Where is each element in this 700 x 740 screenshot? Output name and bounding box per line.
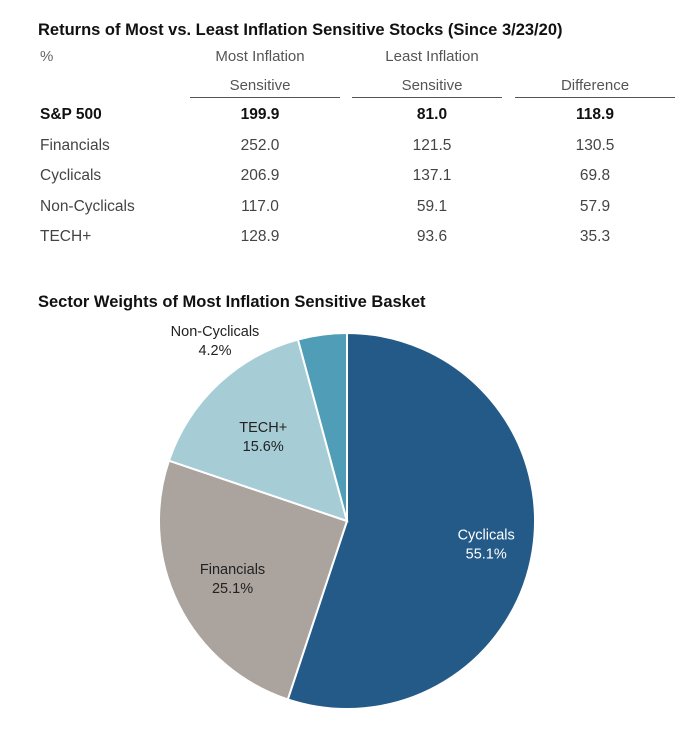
table-cell: 93.6: [416, 228, 448, 245]
table-unit-label: %: [40, 48, 54, 65]
pie-slice-tech: [167, 338, 349, 523]
slice-value-label: 55.1%: [466, 546, 507, 562]
slice-label: Cyclicals: [458, 527, 515, 543]
row-label: Non-Cyclicals: [40, 197, 135, 215]
table-cell: 118.9: [576, 106, 614, 123]
table-cell: 199.9: [240, 106, 280, 123]
col2-header-line2: Sensitive: [401, 77, 463, 94]
pie-slice-cyclicals: [286, 331, 536, 710]
pie-slice-financials: [158, 459, 349, 701]
table-cell: 69.8: [579, 167, 611, 184]
slice-value-label: 25.1%: [212, 581, 253, 597]
table-row: Non-Cyclicals 117.0 59.1 57.9: [0, 198, 700, 222]
table-cell: 59.1: [416, 197, 448, 215]
col2-header-line1: Least Inflation: [385, 48, 479, 65]
slice-value-label: 15.6%: [243, 439, 284, 455]
col1-header-underline: [190, 97, 340, 98]
pie-title: Sector Weights of Most Inflation Sensiti…: [38, 293, 426, 311]
table-row: S&P 500 199.9 81.0 118.9: [0, 106, 700, 130]
col1-header-line2: Sensitive: [229, 77, 291, 94]
table-cell: 35.3: [579, 228, 611, 245]
table-cell: 252.0: [240, 136, 280, 154]
table-cell: 206.9: [240, 167, 280, 184]
col2-header-underline: [352, 97, 502, 98]
slice-label: Non-Cyclicals: [171, 324, 260, 340]
row-label: Financials: [40, 136, 110, 154]
table-title: Returns of Most vs. Least Inflation Sens…: [38, 21, 563, 39]
pie-slice-non-cyclicals: [296, 331, 348, 522]
row-label: TECH+: [40, 228, 92, 245]
table-cell: 128.9: [240, 228, 280, 245]
row-label: Cyclicals: [40, 167, 102, 184]
col1-header-line1: Most Inflation: [215, 48, 305, 65]
table-cell: 57.9: [579, 197, 611, 215]
table-cell: 121.5: [412, 136, 452, 154]
table-cell: 117.0: [241, 197, 279, 215]
table-row: Cyclicals 206.9 137.1 69.8: [0, 167, 700, 191]
col3-header-line2: Difference: [560, 77, 630, 94]
slice-label: Financials: [200, 562, 265, 578]
table-cell: 81.0: [416, 106, 448, 123]
table-row: Financials 252.0 121.5 130.5: [0, 137, 700, 161]
table-cell: 137.1: [412, 167, 452, 184]
row-label: S&P 500: [40, 106, 102, 123]
slice-label: TECH+: [239, 420, 287, 436]
table-cell: 130.5: [575, 136, 615, 154]
col3-header-underline: [515, 97, 675, 98]
table-row: TECH+ 128.9 93.6 35.3: [0, 228, 700, 252]
slice-value-label: 4.2%: [198, 343, 231, 359]
